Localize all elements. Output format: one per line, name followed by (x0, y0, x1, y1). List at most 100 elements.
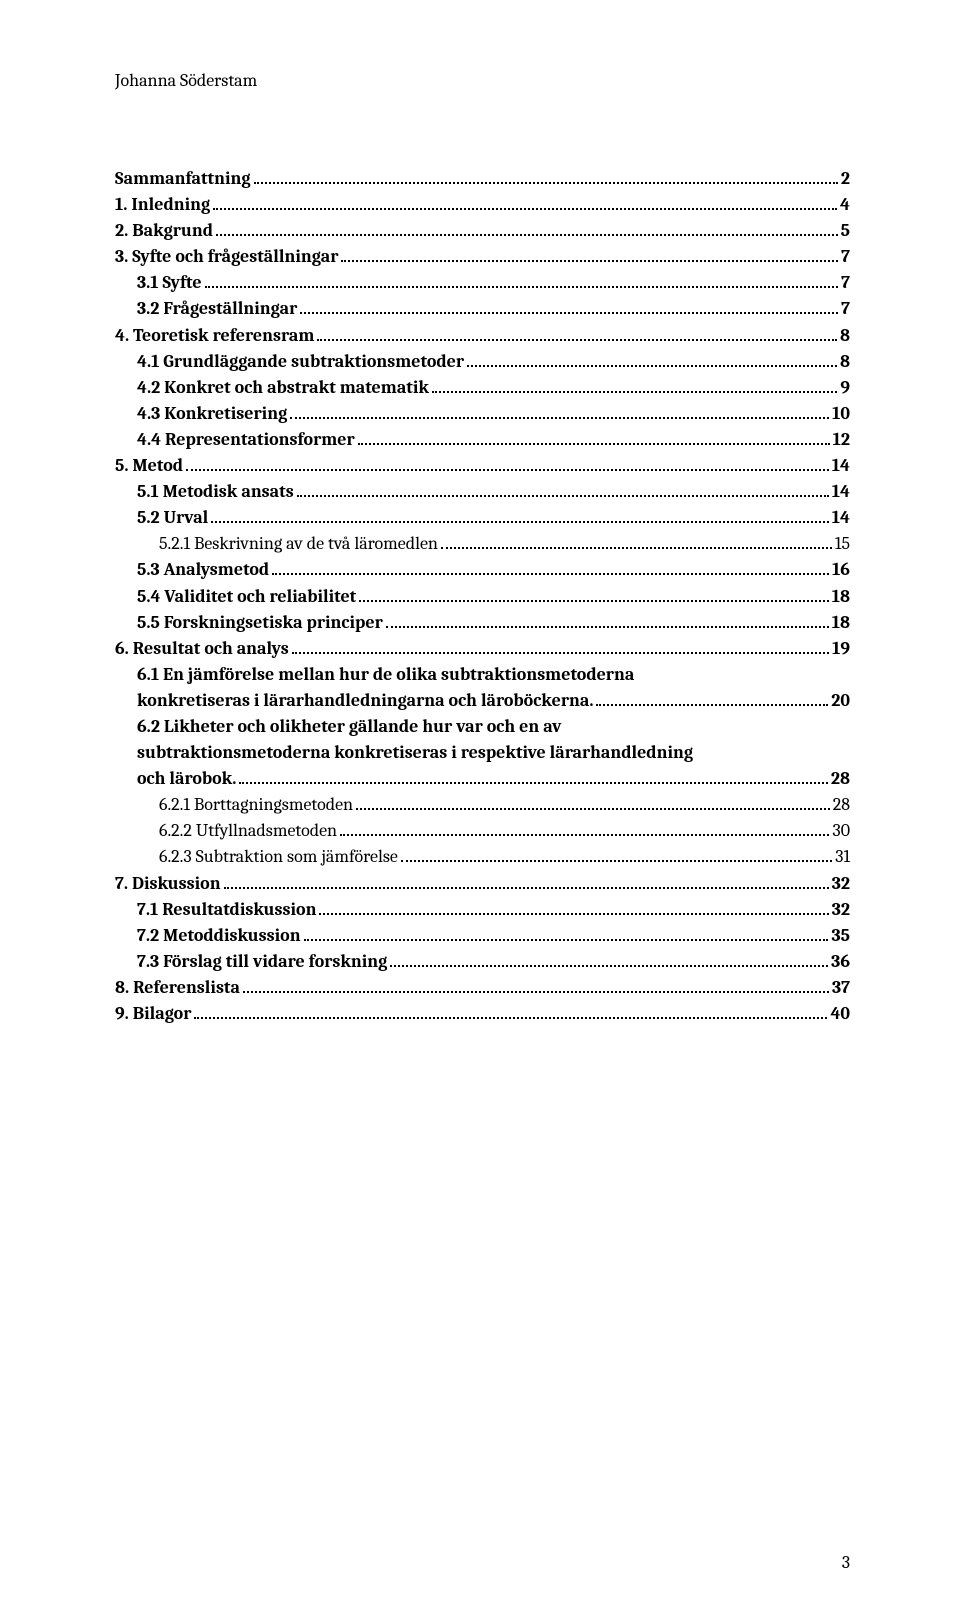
toc-entry-page: 28 (831, 766, 850, 792)
toc-entry: 3.1 Syfte 7 (137, 270, 850, 296)
toc-entry-page: 28 (833, 792, 850, 818)
toc-leader (356, 808, 830, 810)
toc-entry-label: 7.3 Förslag till vidare forskning (137, 949, 387, 975)
toc-entry-page: 7 (841, 270, 850, 296)
toc-entry: 6.2 Likheter och olikheter gällande hur … (137, 714, 850, 740)
toc-leader (186, 469, 829, 471)
toc-leader (205, 286, 838, 288)
toc-entry: 9. Bilagor 40 (115, 1001, 850, 1027)
toc-entry-page: 30 (832, 818, 850, 844)
toc-entry: 7. Diskussion 32 (115, 871, 850, 897)
toc-leader (358, 443, 830, 445)
toc-leader (216, 234, 838, 236)
toc-entry-label: 3.1 Syfte (137, 270, 202, 296)
toc-entry: Sammanfattning 2 (115, 166, 850, 192)
toc-leader (292, 652, 829, 654)
toc-entry-label: 7.1 Resultatdiskussion (137, 897, 316, 923)
toc-entry-page: 37 (832, 975, 850, 1001)
table-of-contents: Sammanfattning 21. Inledning 42. Bakgrun… (115, 166, 850, 1027)
toc-entry-label: 5.2.1 Beskrivning av de två läromedlen (159, 531, 438, 557)
toc-entry-page: 10 (832, 401, 850, 427)
toc-entry-page: 7 (841, 296, 850, 322)
toc-entry-label: 5.4 Validitet och reliabilitet (137, 584, 356, 610)
toc-leader (441, 547, 832, 549)
toc-entry: 6.2.3 Subtraktion som jämförelse 31 (159, 844, 850, 870)
toc-entry-label: 5.2 Urval (137, 505, 208, 531)
toc-entry-label: 8. Referenslista (115, 975, 240, 1001)
toc-entry-label: 2. Bakgrund (115, 218, 213, 244)
toc-leader (432, 391, 837, 393)
toc-leader (243, 991, 829, 993)
toc-entry: 5.2 Urval 14 (137, 505, 850, 531)
toc-entry-label: och lärobok. (137, 766, 236, 792)
toc-entry: konkretiseras i lärarhandledningarna och… (137, 688, 850, 714)
toc-entry-label: 5.1 Metodisk ansats (137, 479, 294, 505)
toc-leader (300, 312, 838, 314)
toc-entry: 5.4 Validitet och reliabilitet 18 (137, 584, 850, 610)
toc-entry: 6.2.2 Utfyllnadsmetoden 30 (159, 818, 850, 844)
toc-entry-page: 19 (832, 636, 850, 662)
toc-entry-label: subtraktionsmetoderna konkretiseras i re… (137, 740, 693, 766)
toc-leader (297, 495, 829, 497)
toc-entry-label: 4.3 Konkretisering (137, 401, 287, 427)
toc-entry-page: 15 (835, 531, 850, 557)
toc-entry-label: 9. Bilagor (115, 1001, 191, 1027)
toc-leader (359, 600, 828, 602)
toc-leader (340, 834, 829, 836)
header-author-name: Johanna Söderstam (115, 70, 850, 91)
toc-entry-label: 7.2 Metoddiskussion (137, 923, 301, 949)
toc-entry: och lärobok. 28 (137, 766, 850, 792)
toc-entry-label: 6.2.3 Subtraktion som jämförelse (159, 844, 398, 870)
toc-entry-page: 32 (832, 871, 850, 897)
toc-entry-label: 5.5 Forskningsetiska principer (137, 610, 383, 636)
toc-entry-page: 8 (840, 323, 850, 349)
toc-entry: 5.5 Forskningsetiska principer 18 (137, 610, 850, 636)
toc-entry: 6.1 En jämförelse mellan hur de olika su… (137, 662, 850, 688)
toc-entry-label: 6.2.1 Borttagningsmetoden (159, 792, 353, 818)
toc-leader (386, 626, 829, 628)
toc-entry-page: 40 (830, 1001, 850, 1027)
toc-entry: 6.2.1 Borttagningsmetoden 28 (159, 792, 850, 818)
toc-entry-page: 2 (841, 166, 850, 192)
toc-entry: 4.1 Grundläggande subtraktionsmetoder 8 (137, 349, 850, 375)
toc-entry-page: 18 (832, 610, 850, 636)
toc-entry-label: 6. Resultat och analys (115, 636, 289, 662)
toc-entry: 7.2 Metoddiskussion 35 (137, 923, 850, 949)
toc-entry-label: 4.1 Grundläggande subtraktionsmetoder (137, 349, 464, 375)
toc-leader (224, 887, 829, 889)
toc-leader (304, 939, 829, 941)
page: Johanna Söderstam Sammanfattning 21. Inl… (0, 0, 960, 1623)
toc-entry: 5.3 Analysmetod 16 (137, 557, 850, 583)
toc-entry-label: 7. Diskussion (115, 871, 221, 897)
toc-leader (272, 573, 829, 575)
toc-entry-label: konkretiseras i lärarhandledningarna och… (137, 688, 593, 714)
toc-entry-page: 32 (832, 897, 850, 923)
toc-entry-page: 18 (832, 584, 850, 610)
toc-entry-page: 20 (831, 688, 850, 714)
toc-entry: 3. Syfte och frågeställningar 7 (115, 244, 850, 270)
toc-entry: 5.2.1 Beskrivning av de två läromedlen 1… (159, 531, 850, 557)
toc-entry: 7.3 Förslag till vidare forskning 36 (137, 949, 850, 975)
toc-leader (467, 365, 837, 367)
toc-entry: 4.3 Konkretisering 10 (137, 401, 850, 427)
toc-leader (596, 704, 828, 706)
toc-entry: 2. Bakgrund 5 (115, 218, 850, 244)
page-number: 3 (842, 1552, 850, 1573)
toc-entry-page: 12 (833, 427, 850, 453)
toc-entry-page: 14 (832, 505, 850, 531)
toc-entry: 4.2 Konkret och abstrakt matematik 9 (137, 375, 850, 401)
toc-entry-page: 9 (840, 375, 850, 401)
toc-entry-page: 7 (841, 244, 850, 270)
toc-entry-label: 6.1 En jämförelse mellan hur de olika su… (137, 662, 634, 688)
toc-entry: 4. Teoretisk referensram 8 (115, 323, 850, 349)
toc-entry: 5.1 Metodisk ansats 14 (137, 479, 850, 505)
toc-entry-page: 8 (840, 349, 850, 375)
toc-entry-label: Sammanfattning (115, 166, 251, 192)
toc-entry-page: 4 (840, 192, 850, 218)
toc-entry-page: 14 (832, 479, 850, 505)
toc-entry: 5. Metod 14 (115, 453, 850, 479)
toc-entry-label: 6.2.2 Utfyllnadsmetoden (159, 818, 337, 844)
toc-entry-label: 5.3 Analysmetod (137, 557, 269, 583)
toc-entry-label: 4. Teoretisk referensram (115, 323, 314, 349)
toc-entry-label: 1. Inledning (115, 192, 210, 218)
